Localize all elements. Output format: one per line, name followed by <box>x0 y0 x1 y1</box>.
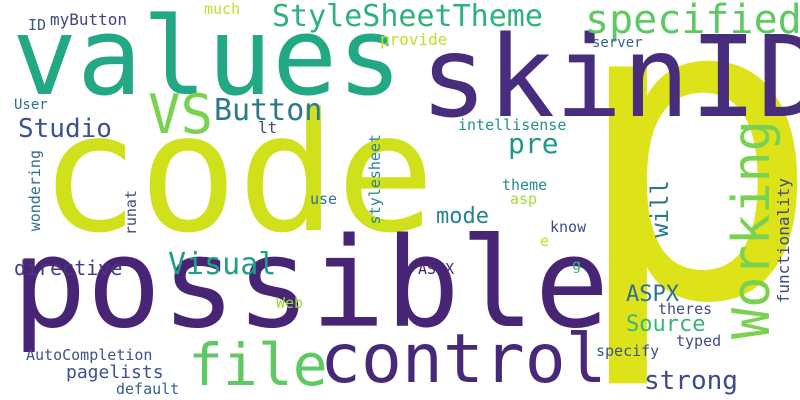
word-ascx: ASCX <box>418 260 455 278</box>
word-lt: lt <box>258 118 278 137</box>
word-p: p <box>570 0 800 396</box>
word-web: Web <box>276 294 304 312</box>
word-studio: Studio <box>18 114 112 144</box>
word-will: will <box>646 180 674 238</box>
word-possible: possible <box>12 212 610 356</box>
word-visual: Visual <box>168 247 277 282</box>
word-theres: theres <box>658 300 713 318</box>
word-use: use <box>310 190 338 208</box>
word-default: default <box>116 380 180 398</box>
word-asp: asp <box>510 190 538 208</box>
word-skinid: skinID <box>420 13 800 143</box>
word-values: values <box>12 0 403 120</box>
word-much: much <box>204 0 241 18</box>
word-specify: specify <box>596 342 660 360</box>
word-vs: VS <box>148 83 214 146</box>
word-provide: provide <box>380 30 448 49</box>
word-control: control <box>320 320 607 399</box>
word-directive: directive <box>14 256 123 280</box>
word-pre: pre <box>508 127 559 160</box>
word-aspx: ASPX <box>626 282 679 307</box>
word-mybutton: myButton <box>50 10 128 29</box>
word-button: Button <box>214 93 323 128</box>
word-g: g <box>572 256 582 274</box>
word-runat: runat <box>122 190 140 236</box>
word-id: ID <box>28 16 47 34</box>
word-wondering: wondering <box>26 150 44 232</box>
word-theme: theme <box>502 176 548 194</box>
word-server: server <box>592 35 643 51</box>
word-file: file <box>188 331 328 399</box>
word-stylesheet: stylesheet <box>366 134 384 225</box>
word-working: Working <box>722 120 782 340</box>
word-typed: typed <box>676 332 722 350</box>
word-specified: specified <box>585 0 800 43</box>
word-intellisense: intellisense <box>458 116 567 134</box>
word-e: e <box>540 232 550 250</box>
word-pagelists: pagelists <box>66 362 164 383</box>
word-mode: mode <box>436 204 489 229</box>
word-functionality: functionality <box>774 178 793 304</box>
word-autocompletion: AutoCompletion <box>26 346 153 364</box>
word-user: User <box>14 97 48 113</box>
word-know: know <box>550 218 587 236</box>
word-strong: strong <box>644 366 738 396</box>
word-stylesheettheme: StyleSheetTheme <box>272 0 543 34</box>
word-source: Source <box>626 312 706 337</box>
word-code: code <box>40 78 435 269</box>
